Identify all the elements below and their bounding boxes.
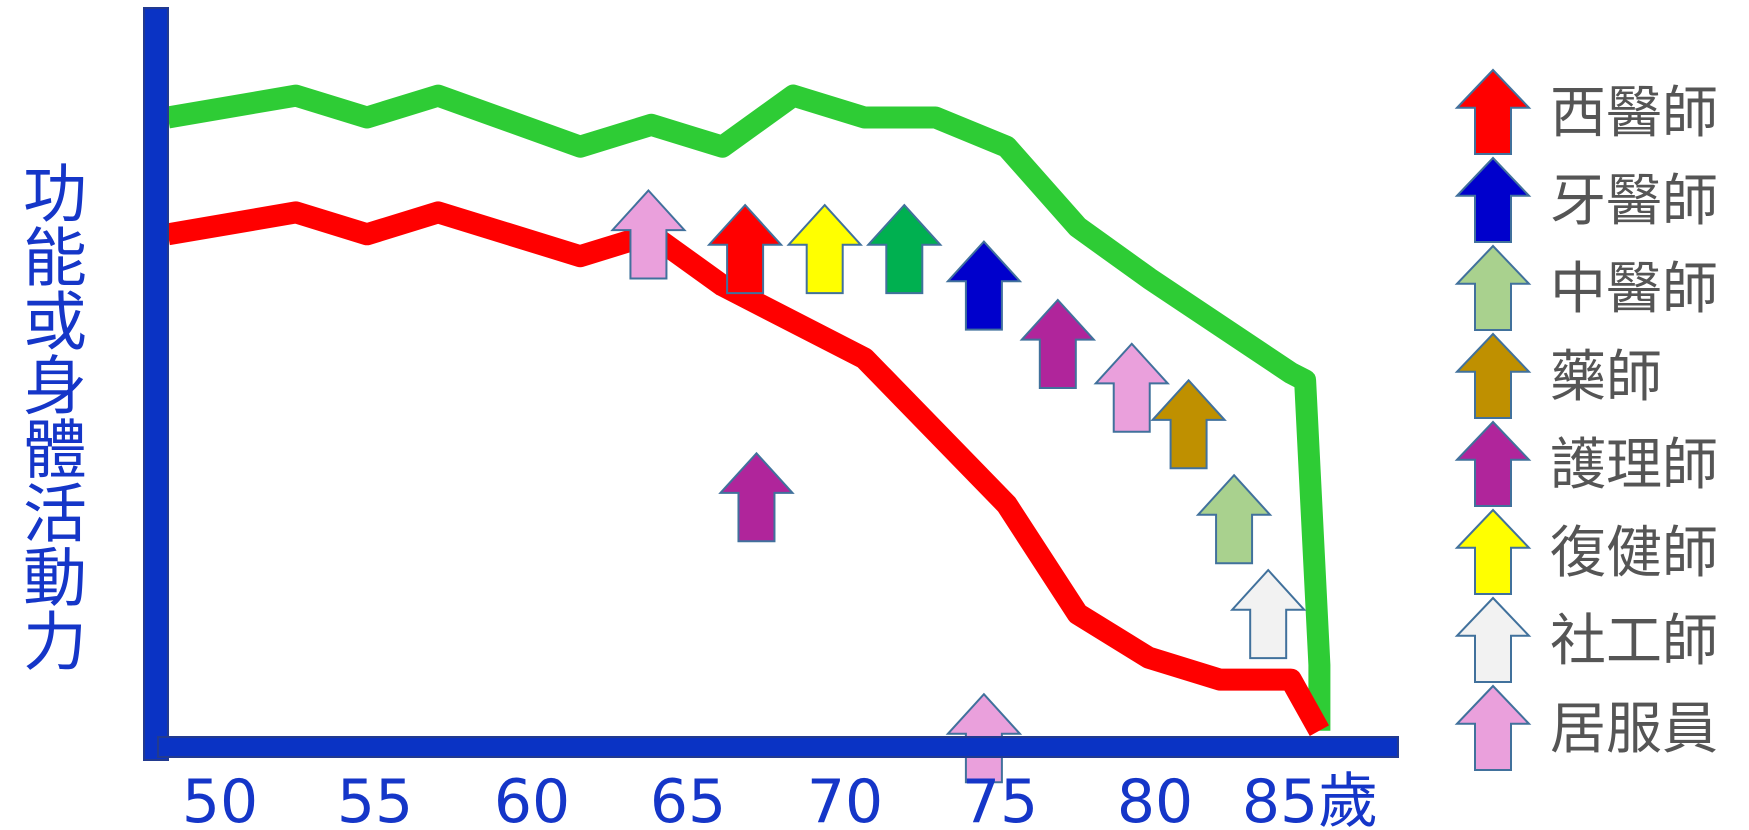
x-tick-labels: 50 55 60 65 70 75 80 85歲 xyxy=(182,767,1378,830)
x-tick-label: 60 xyxy=(494,767,570,830)
x-tick-label: 85歲 xyxy=(1242,767,1378,830)
arrow-marker xyxy=(718,451,795,543)
x-tick-label: 65 xyxy=(650,767,726,830)
arrow-layer xyxy=(610,189,1307,784)
legend-arrow-icon xyxy=(1454,596,1532,683)
legend-item-label: 居服員 xyxy=(1550,697,1718,762)
x-tick-label: 70 xyxy=(807,767,883,830)
legend-item-label: 復健師 xyxy=(1550,521,1718,586)
legend-arrow-icon xyxy=(1454,244,1532,331)
arrow-marker xyxy=(945,240,1023,331)
arrow-marker xyxy=(1150,378,1227,470)
x-tick-label: 75 xyxy=(962,767,1038,830)
legend-item-label: 藥師 xyxy=(1550,345,1662,410)
y-axis-label: 功能或身體活動力 xyxy=(12,160,86,672)
legend-item-label: 護理師 xyxy=(1550,433,1718,498)
legend-arrow-icon xyxy=(1454,332,1532,419)
x-tick-label: 50 xyxy=(182,767,258,830)
series-line-2 xyxy=(166,201,1330,737)
arrow-marker xyxy=(786,203,863,295)
legend-item-label: 中醫師 xyxy=(1550,257,1718,322)
legend-arrow-icon xyxy=(1454,420,1532,507)
legend-arrow-icon xyxy=(1454,68,1532,155)
legend-item-label: 西醫師 xyxy=(1550,81,1718,146)
x-tick-label: 55 xyxy=(337,767,413,830)
arrow-marker xyxy=(1195,473,1273,565)
legend-item-label: 社工師 xyxy=(1550,609,1718,674)
arrow-marker xyxy=(706,203,784,295)
series-layer xyxy=(166,84,1331,737)
arrow-marker xyxy=(866,203,943,295)
series-line-1 xyxy=(166,84,1331,731)
legend-item-label: 牙醫師 xyxy=(1550,169,1718,234)
arrow-marker xyxy=(1019,298,1097,389)
legend-arrow-icon xyxy=(1454,508,1532,595)
legend-arrow-icon xyxy=(1454,684,1532,771)
y-axis xyxy=(143,7,169,761)
x-axis xyxy=(157,736,1399,758)
x-tick-label: 80 xyxy=(1117,767,1193,830)
arrow-marker xyxy=(610,189,687,280)
legend-arrow-icon xyxy=(1454,156,1532,243)
axis-layer xyxy=(143,7,1399,761)
arrow-marker xyxy=(1093,342,1170,433)
arrow-marker xyxy=(1229,568,1307,660)
